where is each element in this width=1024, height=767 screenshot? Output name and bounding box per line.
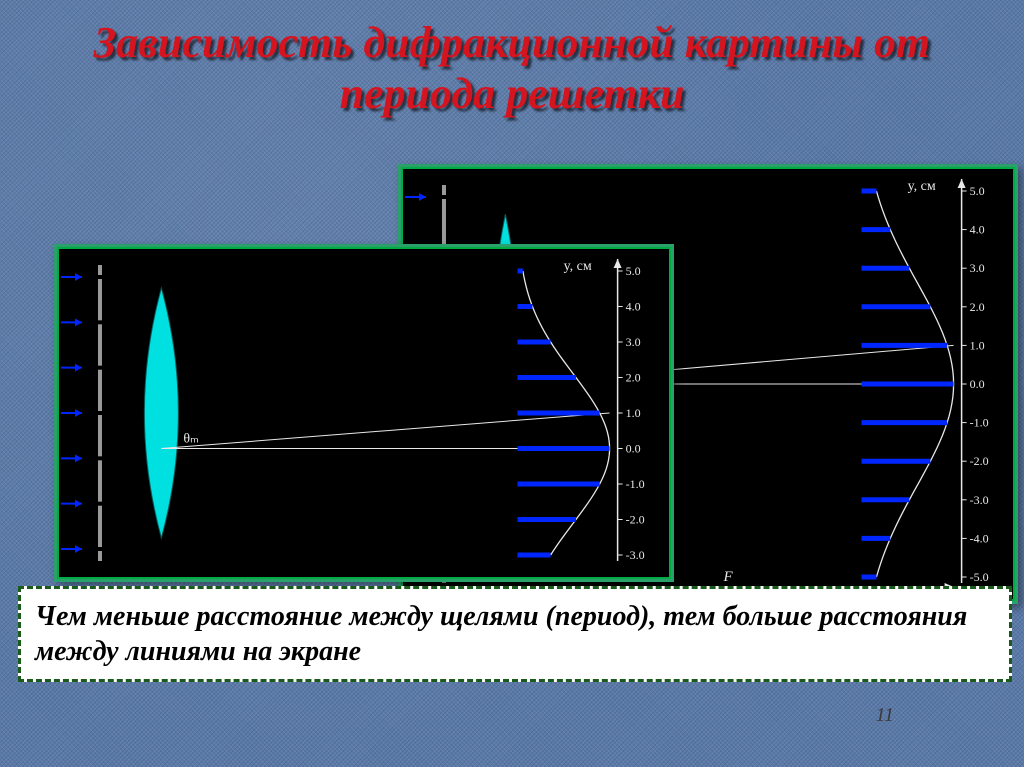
y-axis-label: y, см [564, 259, 592, 274]
y-tick-label: 4.0 [626, 300, 641, 314]
theta-ray [161, 413, 609, 449]
caption-box: Чем меньше расстояние между щелями (пери… [18, 586, 1012, 682]
y-tick-label: -2.0 [626, 513, 645, 527]
slit-gap [97, 456, 103, 460]
y-tick-label: 0.0 [626, 442, 641, 456]
y-tick-label: 5.0 [970, 184, 985, 198]
y-tick-label: 3.0 [626, 335, 641, 349]
y-tick-label: -2.0 [970, 454, 989, 468]
slit-gap [97, 547, 103, 551]
y-axis-label: y, см [908, 179, 936, 194]
arrowhead [419, 193, 426, 201]
y-tick-label: -4.0 [970, 531, 989, 545]
y-tick-label: 2.0 [626, 371, 641, 385]
caption-text: Чем меньше расстояние между щелями (пери… [35, 601, 967, 667]
page-number: 11 [875, 704, 894, 727]
theta-label: θₘ [183, 432, 198, 447]
y-tick-label: 3.0 [970, 261, 985, 275]
arrowhead [75, 409, 82, 417]
y-tick-label: -3.0 [626, 548, 645, 562]
arrowhead [75, 454, 82, 462]
arrowhead [75, 318, 82, 326]
slit-gap [97, 411, 103, 415]
y-tick-label: -1.0 [626, 477, 645, 491]
y-tick-label: -5.0 [970, 570, 989, 584]
y-tick-label: 4.0 [970, 223, 985, 237]
y-tick-label: 0.0 [970, 377, 985, 391]
y-tick-label: -1.0 [970, 416, 989, 430]
slide-title: Зависимость дифракционной картины от пер… [0, 18, 1024, 119]
y-axis-arrowhead [614, 259, 622, 268]
slit-gap [97, 320, 103, 324]
arrowhead [75, 545, 82, 553]
slit-gap [441, 195, 447, 199]
y-tick-label: 2.0 [970, 300, 985, 314]
arrowhead [75, 273, 82, 281]
diffraction-diagram-front: θₘ y, см 5.0 4.0 3.0 2.0 1.0 0.0 -1.0 -2.0 -3.0 [54, 244, 674, 582]
arrowhead [75, 364, 82, 372]
slit-gap [97, 366, 103, 370]
y-tick-label: 1.0 [970, 338, 985, 352]
lens [144, 288, 178, 538]
y-tick-label: -3.0 [970, 493, 989, 507]
y-tick-label: 5.0 [626, 264, 641, 278]
arrowhead [75, 500, 82, 508]
slit-gap [97, 275, 103, 279]
f-label: F [722, 569, 733, 585]
y-axis-arrowhead [958, 179, 966, 188]
slit-gap [97, 502, 103, 506]
y-tick-label: 1.0 [626, 406, 641, 420]
